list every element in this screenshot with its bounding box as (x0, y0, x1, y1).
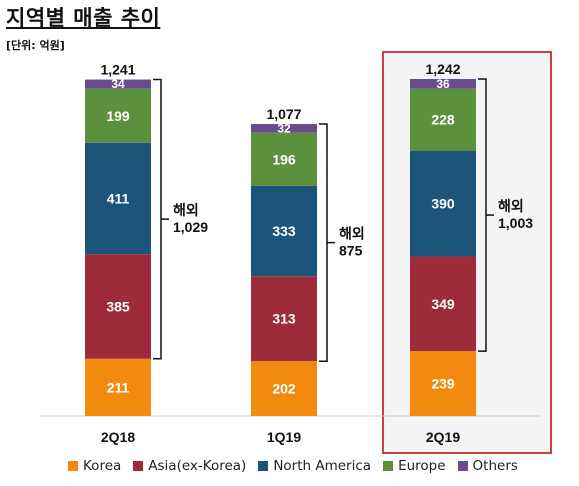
bar-value-label-europe-1q19: 196 (272, 151, 296, 167)
bar-segment-north-america-2q19 (410, 150, 476, 257)
bar-value-label-asia-ex-korea-2q19: 349 (431, 296, 455, 312)
legend-swatch-korea (68, 461, 78, 471)
legend-label-europe: Europe (398, 458, 446, 474)
bar-segment-europe-2q18 (85, 88, 151, 143)
bar-value-label-korea-1q19: 202 (272, 381, 296, 397)
bar-segment-asia-ex-korea-2q19 (410, 256, 476, 352)
bar-segment-north-america-1q19 (251, 185, 317, 277)
legend-label-others: Others (472, 458, 518, 474)
legend-item-asia: Asia(ex-Korea) (133, 458, 246, 474)
overseas-value-2q18: 1,029 (173, 219, 208, 235)
chart-title: 지역별 매출 추이 (6, 6, 161, 30)
bar-segment-north-america-2q18 (85, 142, 151, 255)
overseas-label-2q18: 해외 (173, 202, 199, 219)
bar-segment-europe-1q19 (251, 132, 317, 186)
legend-label-asia: Asia(ex-Korea) (148, 458, 247, 474)
bar-segment-others-2q18 (85, 79, 151, 89)
bar-value-label-korea-2q18: 211 (107, 379, 130, 395)
unit-label: [단위: 억원] (6, 39, 65, 52)
bar-value-label-others-2q19: 36 (436, 77, 450, 91)
overseas-value-1q19: 875 (339, 243, 363, 259)
legend-swatch-europe (383, 461, 394, 471)
total-label-2q18: 1,241 (100, 62, 135, 78)
bar-value-label-europe-2q18: 199 (106, 108, 130, 124)
bar-segment-asia-ex-korea-2q18 (85, 254, 151, 359)
legend-swatch-others (457, 461, 468, 471)
overseas-bracket-2q18 (153, 78, 162, 360)
bar-value-label-north-america-2q18: 411 (107, 191, 130, 207)
total-label-1q19: 1,077 (266, 106, 301, 122)
bar-segment-korea-1q19 (251, 361, 317, 416)
category-label-2q19: 2Q19 (426, 429, 460, 445)
bar-segment-korea-2q19 (410, 351, 476, 416)
legend-swatch-asia (133, 461, 144, 471)
legend-swatch-north-america (258, 461, 269, 471)
bar-value-label-north-america-2q19: 390 (431, 196, 455, 212)
legend-item-north-america: North America (258, 458, 371, 474)
legend-item-korea: Korea (68, 458, 121, 474)
overseas-bracket-1q19 (319, 123, 328, 362)
bar-value-label-europe-2q19: 228 (431, 112, 455, 128)
bar-value-label-others-1q19: 32 (277, 121, 291, 135)
bar-segment-others-2q19 (410, 79, 476, 89)
legend-label-korea: Korea (83, 458, 122, 474)
legend-item-others: Others (457, 458, 518, 474)
total-label-2q19: 1,242 (425, 61, 460, 77)
bar-value-label-asia-ex-korea-1q19: 313 (272, 311, 296, 327)
bar-value-label-others-2q18: 34 (111, 77, 125, 91)
bar-segment-asia-ex-korea-1q19 (251, 276, 317, 362)
bar-value-label-north-america-1q19: 333 (272, 223, 296, 239)
bar-segment-others-1q19 (251, 124, 317, 133)
category-label-1q19: 1Q19 (267, 429, 301, 445)
bar-segment-korea-2q18 (85, 358, 151, 416)
legend: Korea Asia(ex-Korea) North America Europ… (68, 458, 518, 474)
legend-label-north-america: North America (273, 458, 372, 474)
bar-segment-europe-2q19 (410, 88, 476, 151)
legend-item-europe: Europe (383, 458, 446, 474)
bar-value-label-korea-2q19: 239 (431, 376, 455, 392)
overseas-label-1q19: 해외 (339, 226, 365, 243)
bar-value-label-asia-ex-korea-2q18: 385 (106, 299, 130, 315)
overseas-label-2q19: 해외 (498, 198, 524, 215)
overseas-value-2q19: 1,003 (498, 215, 533, 231)
category-label-2q18: 2Q18 (101, 429, 135, 445)
